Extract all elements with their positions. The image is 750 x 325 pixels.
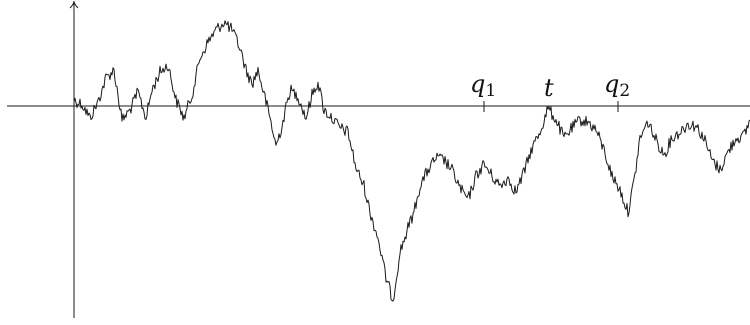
label-q1-sub: 1 — [485, 81, 496, 101]
y-axis-arrowhead — [69, 0, 79, 9]
label-q2-sub: 2 — [619, 81, 630, 101]
label-q2: q2 — [604, 70, 630, 101]
label-t: t — [544, 74, 554, 102]
label-q2-main: q — [604, 70, 619, 98]
random-walk-path — [73, 20, 750, 302]
label-q1: q1 — [470, 70, 496, 101]
label-q1-main: q — [470, 70, 485, 98]
